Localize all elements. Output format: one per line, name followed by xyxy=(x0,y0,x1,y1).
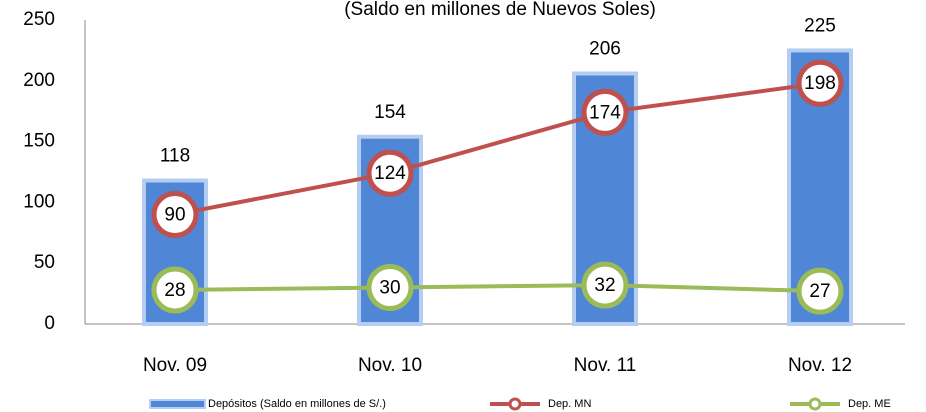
marker xyxy=(581,88,629,136)
legend-marker xyxy=(808,397,822,411)
line xyxy=(174,283,821,294)
bar-value-label: 206 xyxy=(589,39,621,60)
line xyxy=(174,81,821,217)
legend-swatch xyxy=(149,399,206,409)
y-tick-label: 100 xyxy=(23,191,55,212)
x-tick-label: Nov. 09 xyxy=(143,355,207,376)
y-tick-label: 250 xyxy=(23,9,55,30)
legend-label: Depósitos (Saldo en millones de S/.) xyxy=(208,398,386,410)
y-tick-label: 0 xyxy=(44,313,55,334)
point-value-label: 27 xyxy=(809,281,830,302)
point-value-label: 198 xyxy=(804,73,836,94)
point-value-label: 30 xyxy=(379,278,400,299)
marker xyxy=(796,59,844,107)
marker xyxy=(366,149,414,197)
y-tick-label: 50 xyxy=(34,252,55,273)
point-value-label: 32 xyxy=(594,275,615,296)
x-tick-label: Nov. 11 xyxy=(574,355,637,376)
legend-label: Dep. MN xyxy=(548,398,591,410)
point-value-label: 28 xyxy=(164,280,185,301)
bar-value-label: 225 xyxy=(804,15,836,36)
marker xyxy=(366,264,414,312)
y-tick-label: 150 xyxy=(23,131,55,152)
point-value-label: 124 xyxy=(374,163,406,184)
marker xyxy=(796,267,844,315)
point-value-label: 90 xyxy=(164,205,185,226)
marker xyxy=(151,266,199,314)
bar-value-label: 154 xyxy=(374,102,406,123)
y-tick-label: 200 xyxy=(23,70,55,91)
legend-label: Dep. ME xyxy=(848,398,891,410)
legend-marker xyxy=(508,397,522,411)
marker xyxy=(151,191,199,239)
marker xyxy=(581,261,629,309)
x-tick-label: Nov. 10 xyxy=(358,355,422,376)
point-value-label: 174 xyxy=(589,102,621,123)
chart-subtitle: (Saldo en millones de Nuevos Soles) xyxy=(344,0,656,20)
x-tick-label: Nov. 12 xyxy=(788,355,852,376)
bar-value-label: 118 xyxy=(160,146,190,167)
